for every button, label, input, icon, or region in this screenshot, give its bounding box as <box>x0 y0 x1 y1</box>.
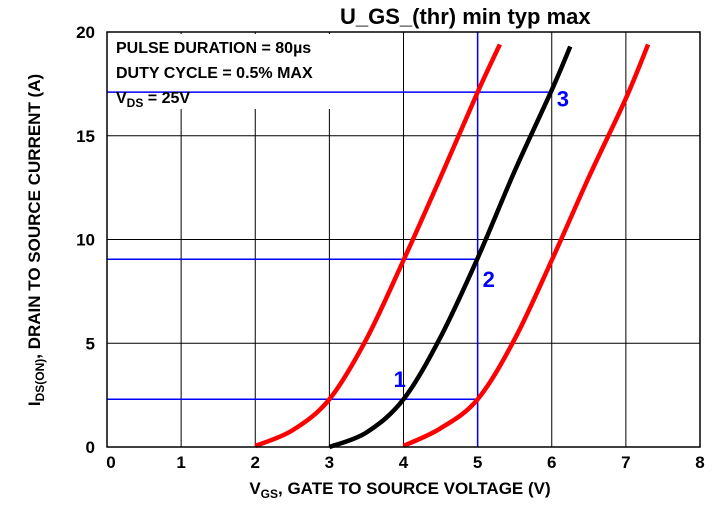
y-tick-label: 0 <box>86 438 95 457</box>
y-tick-label: 15 <box>76 127 95 146</box>
x-tick-label: 3 <box>325 453 334 472</box>
y-axis-label-rest: , DRAIN TO SOURCE CURRENT (A) <box>25 74 44 359</box>
note-vds-rest: = 25V <box>143 90 190 107</box>
x-tick-label: 6 <box>547 453 556 472</box>
note-duty-cycle: DUTY CYCLE = 0.5% MAX <box>116 65 313 82</box>
curve-markers: 1 2 3 <box>394 87 569 392</box>
x-tick-label: 2 <box>251 453 260 472</box>
y-tick-labels: 0 5 10 15 20 <box>76 23 95 457</box>
x-axis-label-sub: GS <box>261 487 278 501</box>
x-axis-label-main: V <box>249 479 261 498</box>
y-tick-label: 10 <box>76 231 95 250</box>
x-tick-label: 4 <box>399 453 409 472</box>
x-tick-labels: 0 1 2 3 4 5 6 7 8 <box>106 453 704 472</box>
note-vds-main: V <box>116 90 127 107</box>
series-line-1 <box>254 43 502 449</box>
y-axis-label-main: I <box>25 401 44 406</box>
x-tick-label: 0 <box>106 453 115 472</box>
curve-marker: 3 <box>557 87 569 112</box>
x-tick-label: 8 <box>695 453 704 472</box>
x-axis-label: VGS, GATE TO SOURCE VOLTAGE (V) <box>249 479 550 501</box>
y-tick-label: 20 <box>76 23 95 42</box>
series-line-2 <box>328 45 573 450</box>
note-vds-sub: DS <box>127 96 144 110</box>
x-axis-label-rest: , GATE TO SOURCE VOLTAGE (V) <box>278 479 551 498</box>
curve-marker: 1 <box>394 367 406 392</box>
note-vds: VDS = 25V <box>116 90 190 110</box>
curve-marker: 2 <box>483 267 495 292</box>
plot-border <box>106 31 701 448</box>
x-tick-label: 7 <box>621 453 630 472</box>
series-lines <box>254 43 651 450</box>
chart-title: U_GS_(thr) min typ max <box>340 4 591 29</box>
y-tick-label: 5 <box>86 334 95 353</box>
note-pulse-duration: PULSE DURATION = 80µs <box>116 40 311 57</box>
series-line-3 <box>402 43 651 449</box>
y-axis-label: IDS(ON), DRAIN TO SOURCE CURRENT (A) <box>25 74 47 406</box>
y-axis-label-sub: DS(ON) <box>33 359 47 402</box>
notes-background <box>109 34 367 109</box>
x-tick-label: 1 <box>176 453 185 472</box>
x-tick-label: 5 <box>473 453 482 472</box>
